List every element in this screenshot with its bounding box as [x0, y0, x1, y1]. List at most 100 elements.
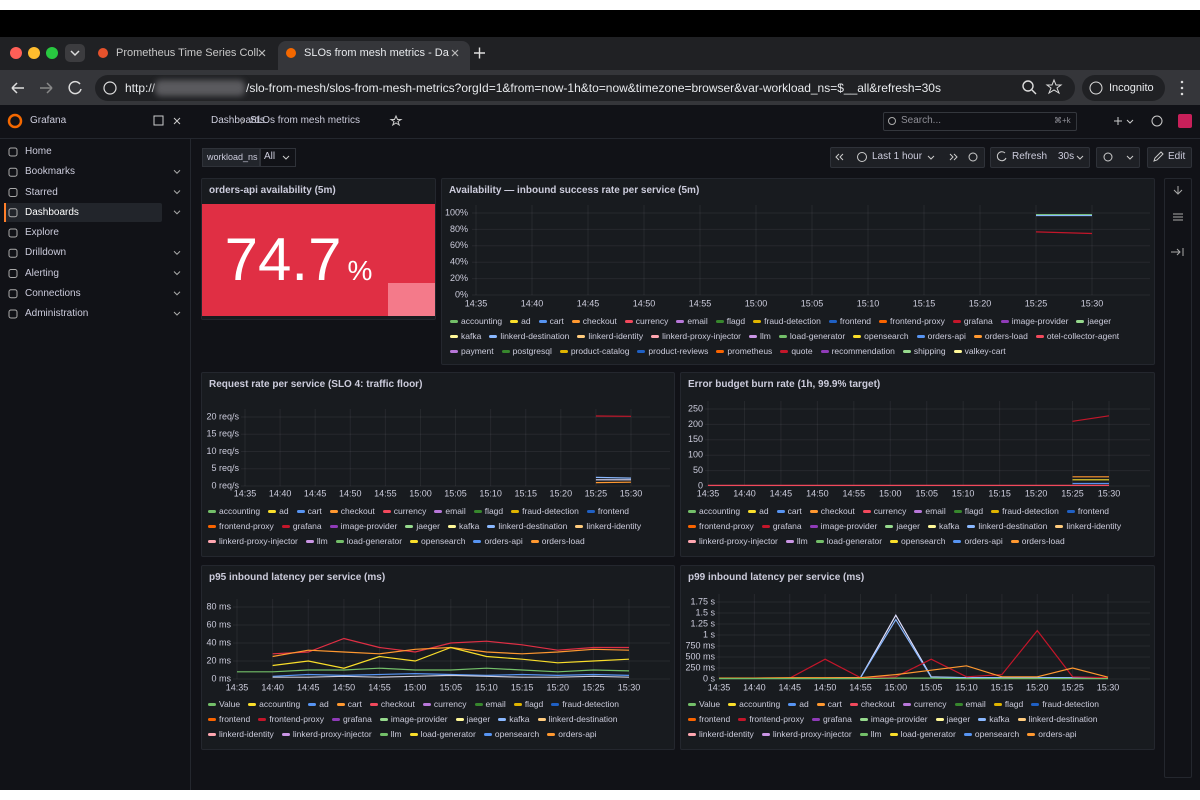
active-tab[interactable]	[278, 41, 470, 70]
legend-item[interactable]: payment	[450, 346, 494, 357]
legend-item[interactable]: load-generator	[889, 729, 956, 740]
nav-item[interactable]: Explore	[25, 227, 59, 238]
rail-icons[interactable]	[1171, 186, 1184, 256]
legend-item[interactable]: linkerd-destination	[967, 521, 1047, 532]
legend-item[interactable]: accounting	[450, 316, 502, 327]
legend-item[interactable]: currency	[624, 316, 668, 327]
legend-item[interactable]: recommendation	[820, 346, 895, 357]
legend-item[interactable]: product-reviews	[637, 346, 708, 357]
bookmark-star[interactable]	[1045, 78, 1063, 95]
legend-item[interactable]: jaeger	[455, 714, 490, 725]
brand[interactable]: Grafana	[30, 115, 67, 126]
legend-item[interactable]: orders-load	[530, 536, 585, 547]
legend-item[interactable]: jaeger	[885, 521, 920, 532]
legend-item[interactable]: otel-collector-agent	[1035, 331, 1119, 342]
legend-item[interactable]: frontend-proxy	[879, 316, 945, 327]
legend-item[interactable]: llm	[379, 729, 402, 740]
legend-item[interactable]: frontend-proxy	[258, 714, 324, 725]
legend-item[interactable]: ad	[510, 316, 531, 327]
legend-item[interactable]: fraud-detection	[753, 316, 821, 327]
dock-menu[interactable]	[153, 115, 164, 126]
legend-item[interactable]: orders-load	[973, 331, 1028, 342]
legend-item[interactable]: load-generator	[409, 729, 476, 740]
legend-item[interactable]: postgresql	[501, 346, 552, 357]
legend-item[interactable]: frontend	[688, 714, 730, 725]
profile-pill[interactable]	[1082, 75, 1165, 101]
refresh-picker[interactable]	[990, 147, 1090, 168]
zoom-out[interactable]	[968, 152, 978, 162]
legend-item[interactable]: currency	[902, 699, 947, 710]
legend-item[interactable]: email	[676, 316, 708, 327]
forward[interactable]	[40, 82, 53, 94]
legend-item[interactable]: fraud-detection	[991, 506, 1059, 517]
legend-item[interactable]: product-catalog	[559, 346, 629, 357]
address-bar[interactable]	[95, 75, 1075, 101]
legend-item[interactable]: ad	[788, 699, 809, 710]
time-shift[interactable]	[835, 153, 958, 161]
legend-item[interactable]: email	[474, 699, 506, 710]
legend-item[interactable]: valkey-cart	[953, 346, 1006, 357]
legend-item[interactable]: load-generator	[335, 536, 402, 547]
legend-item[interactable]: linkerd-proxy-injector	[208, 536, 298, 547]
legend-item[interactable]: opensearch	[410, 536, 465, 547]
legend-item[interactable]: grafana	[281, 521, 322, 532]
legend-item[interactable]: orders-api	[916, 331, 966, 342]
legend-item[interactable]: flagd	[715, 316, 745, 327]
nav-item[interactable]: Dashboards	[25, 206, 79, 218]
legend-item[interactable]: kafka	[450, 331, 481, 342]
legend-item[interactable]: linkerd-identity	[1055, 521, 1121, 532]
legend-item[interactable]: linkerd-proxy-injector	[651, 331, 741, 342]
legend-item[interactable]: email	[954, 699, 986, 710]
edit-button[interactable]	[1147, 147, 1192, 168]
legend-item[interactable]: linkerd-identity	[688, 729, 754, 740]
tab-close[interactable]	[258, 49, 459, 57]
legend-item[interactable]: shipping	[902, 346, 946, 357]
close-menu[interactable]	[173, 117, 181, 125]
legend-item[interactable]: accounting	[248, 699, 300, 710]
legend-item[interactable]: opensearch	[963, 729, 1019, 740]
legend-item[interactable]: flagd	[473, 506, 503, 517]
legend-item[interactable]: orders-api	[473, 536, 523, 547]
legend-item[interactable]: frontend	[586, 506, 629, 517]
legend-item[interactable]: opensearch	[853, 331, 909, 342]
legend-item[interactable]: cart	[538, 316, 564, 327]
legend-item[interactable]: grafana	[332, 714, 372, 725]
tab-title[interactable]: SLOs from mesh metrics - Da	[304, 47, 449, 59]
zoom[interactable]	[1022, 80, 1034, 92]
legend-item[interactable]: linkerd-identity	[208, 729, 274, 740]
legend-item[interactable]: checkout	[809, 506, 855, 517]
legend-item[interactable]: currency	[862, 506, 906, 517]
legend-item[interactable]: image-provider	[329, 521, 397, 532]
legend-item[interactable]: kafka	[928, 521, 959, 532]
legend-item[interactable]: jaeger	[1076, 316, 1111, 327]
panel-title[interactable]: Request rate per service (SLO 4: traffic…	[209, 379, 423, 390]
search-box[interactable]	[883, 112, 1077, 131]
legend-item[interactable]: opensearch	[890, 536, 945, 547]
close-dot[interactable]	[10, 47, 22, 59]
legend-item[interactable]: accounting	[728, 699, 780, 710]
legend-item[interactable]: grafana	[952, 316, 993, 327]
legend-item[interactable]: linkerd-identity	[577, 331, 643, 342]
legend-item[interactable]: image-provider	[809, 521, 877, 532]
nav-item[interactable]: Alerting	[25, 267, 59, 279]
legend-item[interactable]: Value	[688, 699, 720, 710]
legend-item[interactable]: kafka	[978, 714, 1010, 725]
panel-title[interactable]: Error budget burn rate (1h, 99.9% target…	[688, 379, 881, 390]
legend-item[interactable]: ad	[308, 699, 329, 710]
legend-item[interactable]: linkerd-destination	[1017, 714, 1098, 725]
legend-item[interactable]: Value	[208, 699, 240, 710]
favorite[interactable]	[389, 114, 403, 127]
legend-item[interactable]: frontend	[208, 714, 250, 725]
nav-item[interactable]: Home	[25, 146, 52, 157]
nav-item[interactable]: Starred	[25, 186, 58, 198]
nav-item[interactable]: Drilldown	[25, 247, 67, 259]
legend-item[interactable]: flagd	[953, 506, 983, 517]
refresh-button[interactable]: Refresh	[1012, 151, 1048, 162]
legend-item[interactable]: grafana	[761, 521, 802, 532]
back[interactable]	[11, 82, 24, 94]
legend-item[interactable]: ad	[268, 506, 289, 517]
legend-item[interactable]: ad	[748, 506, 769, 517]
legend-item[interactable]: email	[914, 506, 946, 517]
legend-item[interactable]: llm	[785, 536, 808, 547]
legend-item[interactable]: llm	[859, 729, 882, 740]
